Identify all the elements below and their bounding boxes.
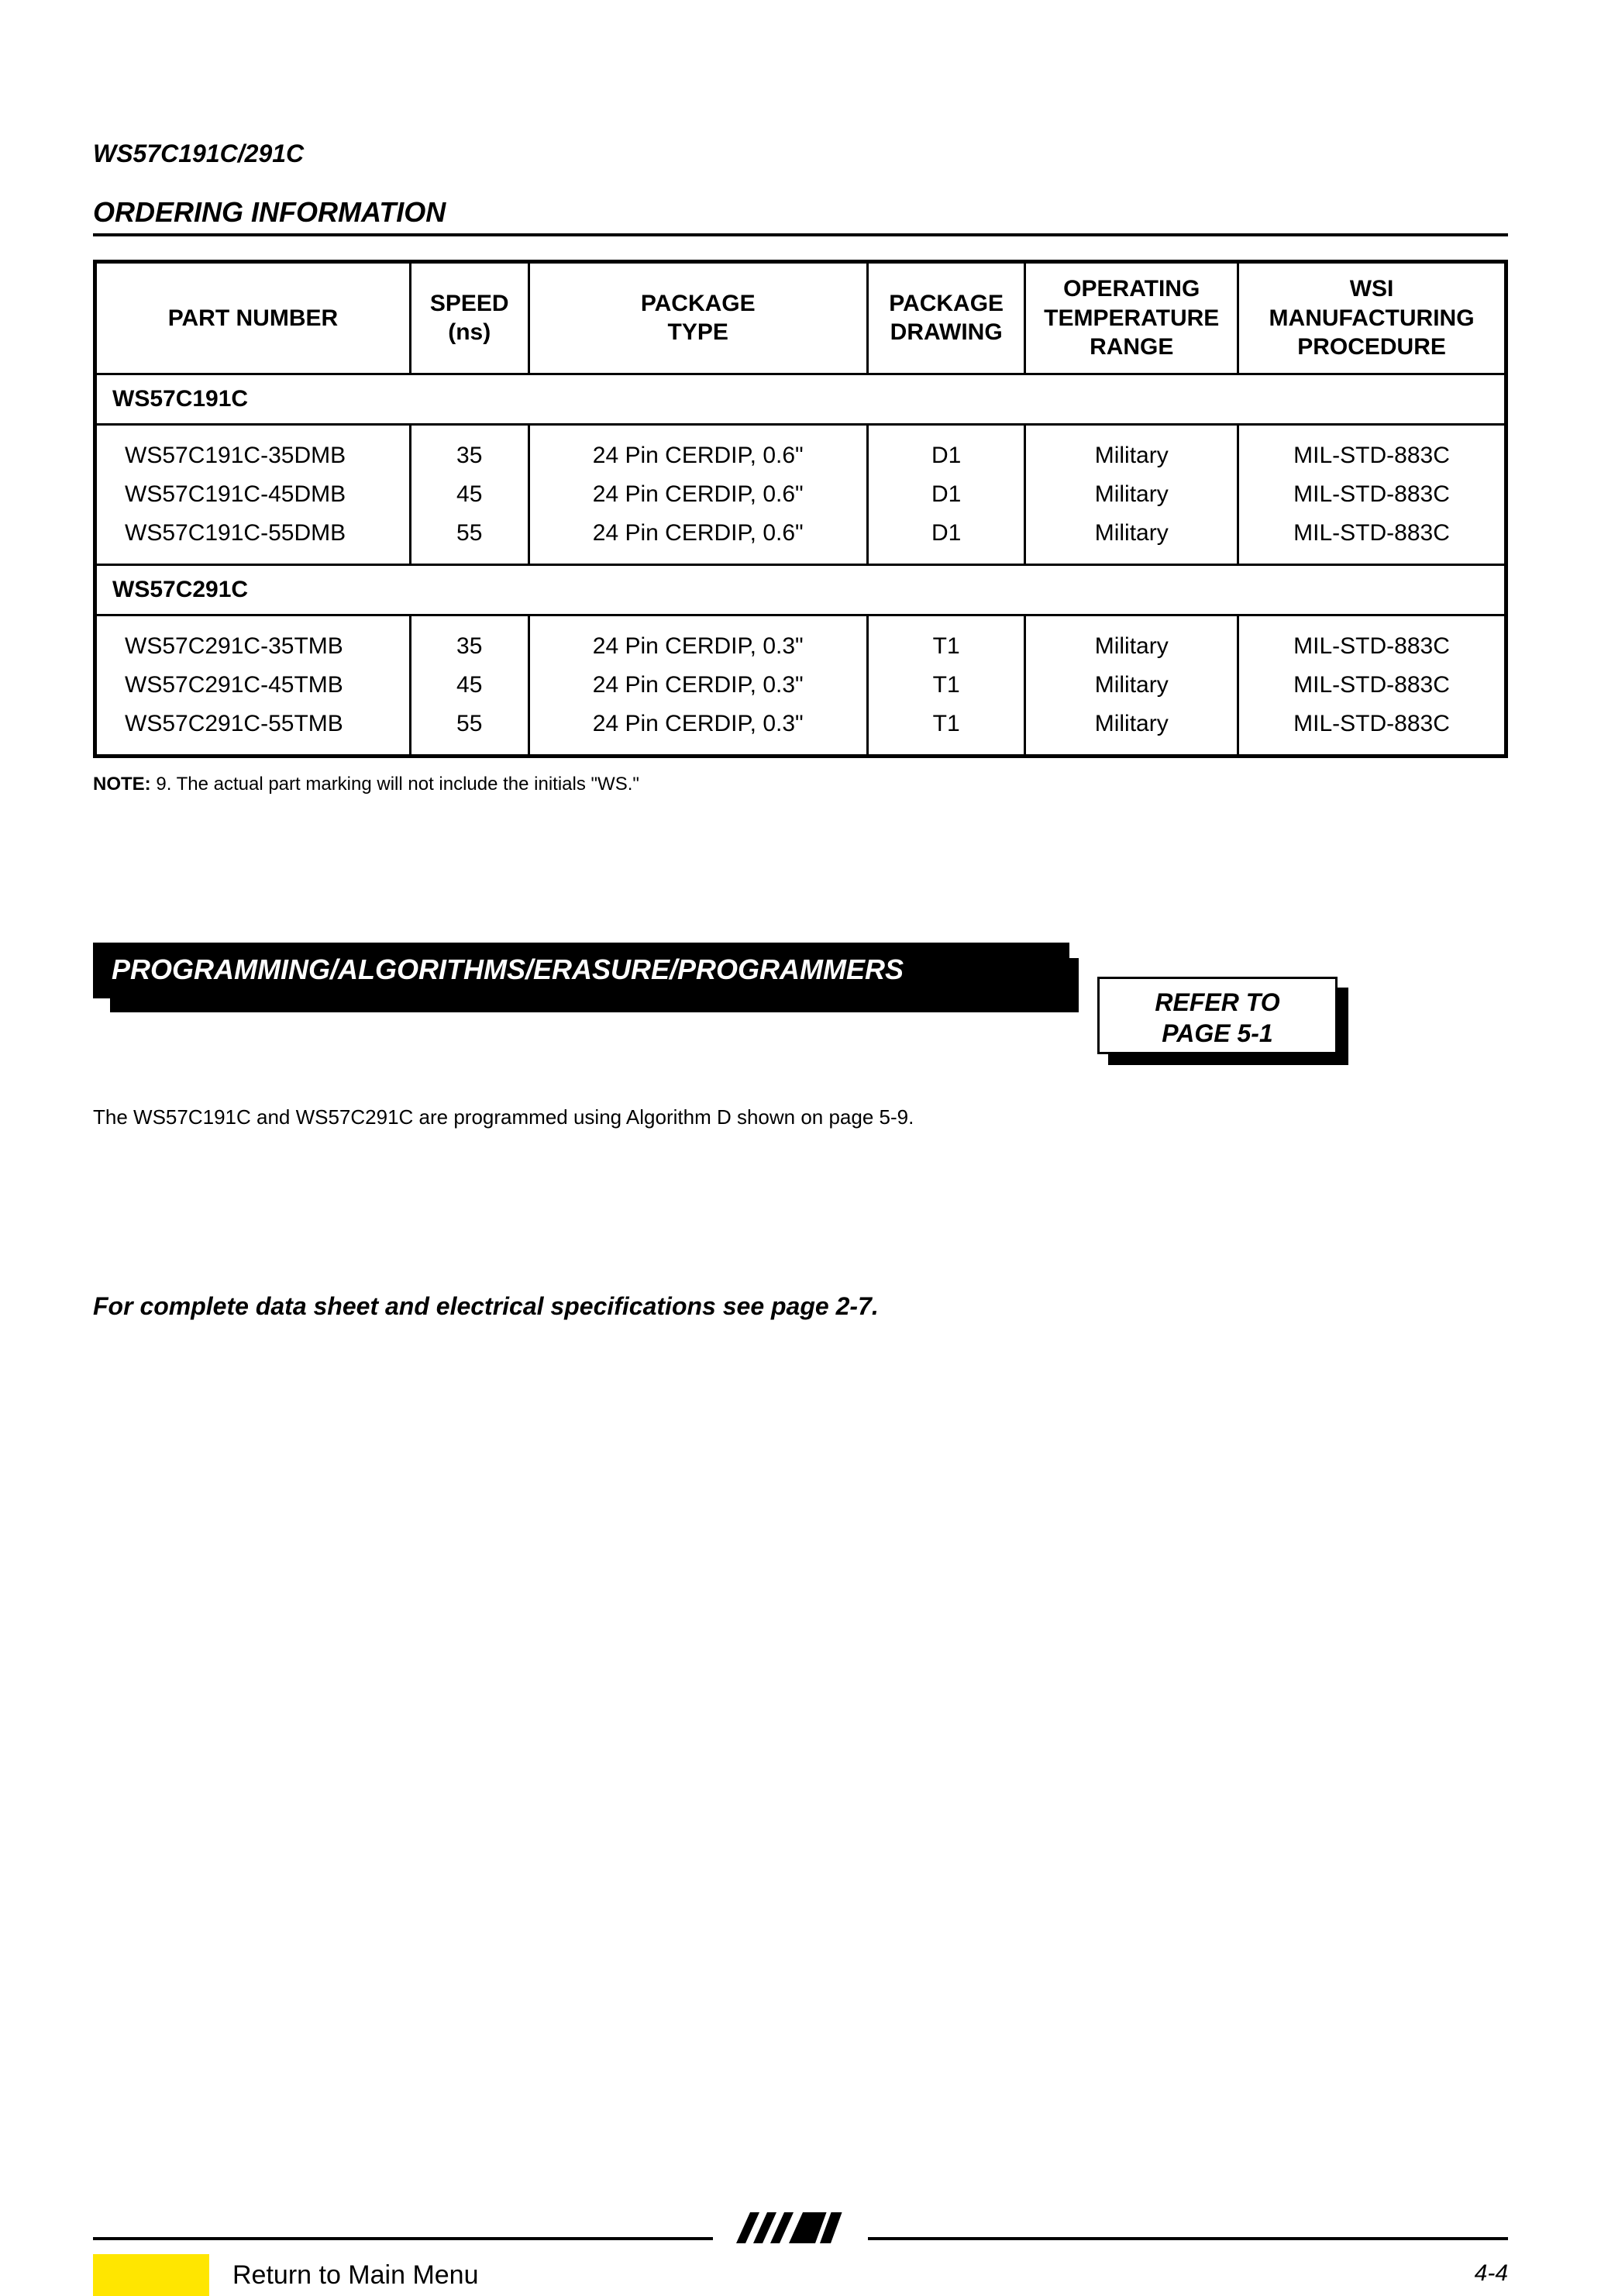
note-text: 9. The actual part marking will not incl…	[151, 774, 639, 795]
cell-pdraw: D1	[867, 475, 1024, 514]
cell-proc: MIL-STD-883C	[1238, 514, 1506, 565]
header-part-number: WS57C191C/291C	[93, 140, 1508, 168]
group-label: WS57C191C	[95, 374, 1506, 424]
cell-proc: MIL-STD-883C	[1238, 705, 1506, 757]
programming-title: PROGRAMMING/ALGORITHMS/ERASURE/PROGRAMME…	[93, 943, 1069, 998]
cell-speed: 55	[410, 705, 529, 757]
cell-ptype: 24 Pin CERDIP, 0.6"	[529, 424, 867, 475]
cell-pdraw: T1	[867, 666, 1024, 705]
cell-temp: Military	[1025, 666, 1238, 705]
table-row: WS57C191C-55DMB 55 24 Pin CERDIP, 0.6" D…	[95, 514, 1506, 565]
cell-pdraw: T1	[867, 705, 1024, 757]
table-header-row: PART NUMBER SPEED(ns) PACKAGETYPE PACKAG…	[95, 262, 1506, 374]
table-row: WS57C291C-55TMB 55 24 Pin CERDIP, 0.3" T…	[95, 705, 1506, 757]
table-row: WS57C191C-45DMB 45 24 Pin CERDIP, 0.6" D…	[95, 475, 1506, 514]
cell-ptype: 24 Pin CERDIP, 0.3"	[529, 705, 867, 757]
cell-pdraw: D1	[867, 514, 1024, 565]
cell-temp: Military	[1025, 475, 1238, 514]
refer-box: REFER TOPAGE 5-1	[1097, 977, 1338, 1054]
cell-speed: 55	[410, 514, 529, 565]
ordering-table: PART NUMBER SPEED(ns) PACKAGETYPE PACKAG…	[93, 260, 1508, 758]
cell-part: WS57C191C-55DMB	[95, 514, 411, 565]
table-row: WS57C191C-35DMB 35 24 Pin CERDIP, 0.6" D…	[95, 424, 1506, 475]
complete-datasheet-note: For complete data sheet and electrical s…	[93, 1292, 1508, 1321]
col-package-drawing: PACKAGEDRAWING	[867, 262, 1024, 374]
col-package-type: PACKAGETYPE	[529, 262, 867, 374]
cell-ptype: 24 Pin CERDIP, 0.3"	[529, 666, 867, 705]
programming-heading-block: PROGRAMMING/ALGORITHMS/ERASURE/PROGRAMME…	[93, 943, 1508, 1012]
col-part-number: PART NUMBER	[95, 262, 411, 374]
cell-ptype: 24 Pin CERDIP, 0.3"	[529, 615, 867, 666]
col-speed: SPEED(ns)	[410, 262, 529, 374]
col-wsi-procedure: WSIMANUFACTURINGPROCEDURE	[1238, 262, 1506, 374]
ordering-note: NOTE: 9. The actual part marking will no…	[93, 774, 1508, 795]
wsi-logo-icon	[736, 2209, 852, 2251]
cell-proc: MIL-STD-883C	[1238, 666, 1506, 705]
cell-part: WS57C291C-45TMB	[95, 666, 411, 705]
cell-part: WS57C291C-55TMB	[95, 705, 411, 757]
cell-proc: MIL-STD-883C	[1238, 615, 1506, 666]
group-ws57c291c: WS57C291C	[95, 564, 1506, 615]
cell-proc: MIL-STD-883C	[1238, 424, 1506, 475]
group-label: WS57C291C	[95, 564, 1506, 615]
cell-pdraw: T1	[867, 615, 1024, 666]
table-row: WS57C291C-35TMB 35 24 Pin CERDIP, 0.3" T…	[95, 615, 1506, 666]
footer-rule-left	[93, 2237, 713, 2240]
cell-ptype: 24 Pin CERDIP, 0.6"	[529, 514, 867, 565]
cell-speed: 45	[410, 475, 529, 514]
cell-pdraw: D1	[867, 424, 1024, 475]
table-row: WS57C291C-45TMB 45 24 Pin CERDIP, 0.3" T…	[95, 666, 1506, 705]
cell-temp: Military	[1025, 514, 1238, 565]
cell-speed: 45	[410, 666, 529, 705]
cell-temp: Military	[1025, 705, 1238, 757]
cell-part: WS57C191C-45DMB	[95, 475, 411, 514]
cell-part: WS57C291C-35TMB	[95, 615, 411, 666]
ordering-title: ORDERING INFORMATION	[93, 196, 1508, 236]
cell-ptype: 24 Pin CERDIP, 0.6"	[529, 475, 867, 514]
cell-speed: 35	[410, 615, 529, 666]
note-label: NOTE:	[93, 774, 151, 795]
menu-highlight[interactable]	[93, 2254, 209, 2296]
col-temperature-range: OPERATINGTEMPERATURERANGE	[1025, 262, 1238, 374]
cell-speed: 35	[410, 424, 529, 475]
cell-temp: Military	[1025, 615, 1238, 666]
cell-part: WS57C191C-35DMB	[95, 424, 411, 475]
return-to-main-menu-link[interactable]: Return to Main Menu	[232, 2260, 479, 2291]
page-number: 4-4	[1475, 2260, 1508, 2287]
group-ws57c191c: WS57C191C	[95, 374, 1506, 424]
cell-temp: Military	[1025, 424, 1238, 475]
cell-proc: MIL-STD-883C	[1238, 475, 1506, 514]
programming-body: The WS57C191C and WS57C291C are programm…	[93, 1105, 1508, 1129]
footer-rule-right	[868, 2237, 1508, 2240]
